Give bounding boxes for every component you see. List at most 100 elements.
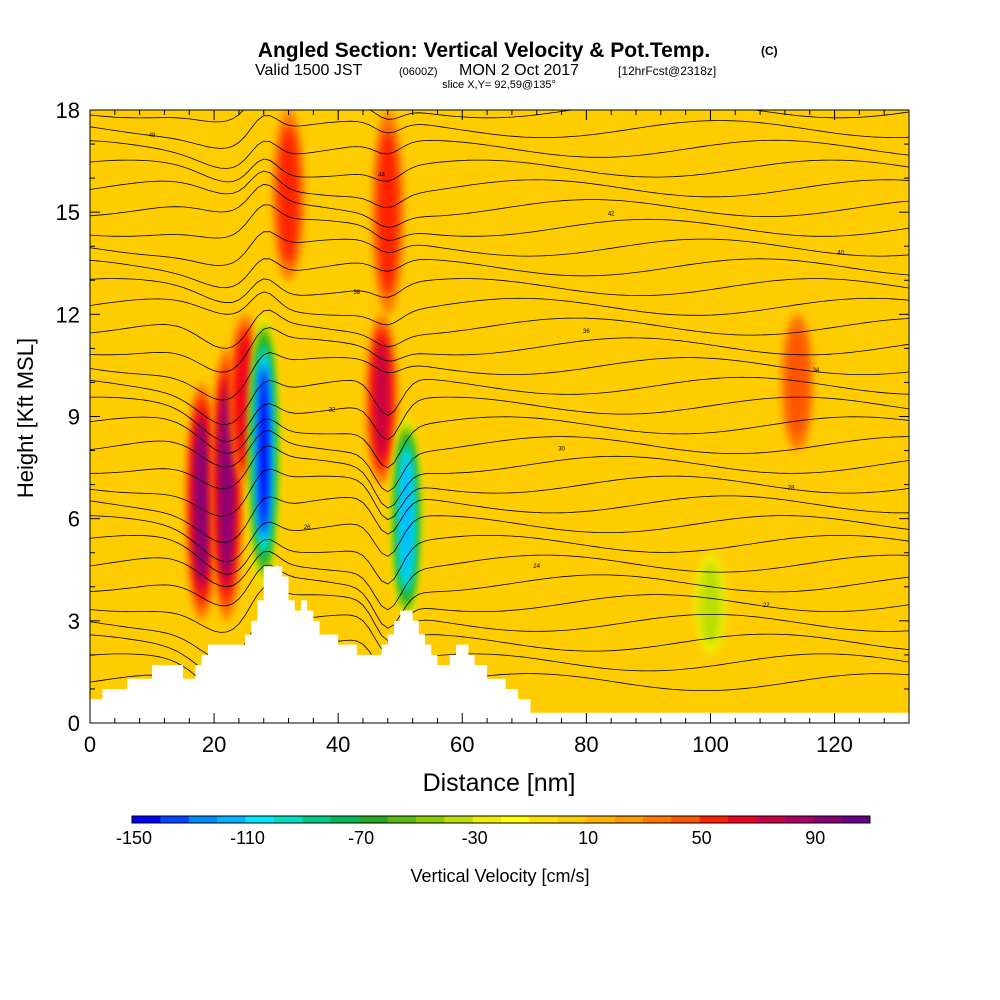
theta-contour: [90, 551, 909, 611]
theta-contour: [90, 327, 909, 373]
velocity-cell: [373, 338, 390, 461]
theta-contour-label: 32: [329, 407, 336, 413]
colorbar-swatch: [756, 816, 786, 823]
colorbar-swatch: [813, 816, 842, 823]
theta-contour-label: 40: [837, 251, 844, 257]
colorbar-label: Vertical Velocity [cm/s]: [410, 866, 589, 886]
colorbar-tick-label: -150: [116, 828, 152, 848]
theta-contour-label: 24: [533, 564, 540, 570]
colorbar-swatch: [784, 816, 814, 823]
x-tick-label: 20: [202, 732, 226, 757]
theta-contour-label: 38: [353, 290, 360, 296]
colorbar-frame: [131, 815, 871, 824]
theta-contour: [90, 352, 909, 401]
theta-contour: [90, 139, 909, 169]
colorbar-swatch: [728, 816, 757, 823]
terrain: [90, 566, 909, 723]
theta-contour: [90, 468, 909, 521]
colorbar-swatch: [699, 816, 729, 823]
x-tick-label: 120: [816, 732, 853, 757]
subtitle-forecast: [12hrFcst@2318z]: [618, 64, 716, 78]
velocity-cell: [278, 127, 299, 264]
x-tick-label: 80: [574, 732, 598, 757]
theta-contour: [90, 204, 909, 241]
theta-contour-label: 26: [304, 525, 311, 531]
colorbar-swatch: [501, 816, 530, 823]
y-tick-label: 12: [56, 302, 80, 327]
colorbar-swatch: [614, 816, 644, 823]
theta-contour: [90, 309, 909, 349]
theta-contour-label: 36: [583, 329, 590, 335]
colorbar-tick-label: 50: [692, 828, 712, 848]
x-tick-label: 100: [692, 732, 729, 757]
theta-contour-label: 44: [378, 172, 385, 178]
theta-contour-label: 42: [608, 212, 615, 218]
colorbar-swatch: [671, 816, 700, 823]
colorbar-swatch: [472, 816, 502, 823]
theta-contour-label: 30: [558, 447, 565, 453]
y-axis-label: Height [Kft MSL]: [13, 338, 38, 498]
vertical-velocity-field: [90, 110, 909, 723]
colorbar-tick-label: 10: [578, 828, 598, 848]
colorbar-swatch: [841, 816, 871, 823]
theta-contour: [90, 430, 909, 493]
velocity-cell: [219, 393, 234, 576]
colorbar-swatch: [302, 816, 331, 823]
subtitle-valid-date: MON 2 Oct 2017: [459, 62, 579, 79]
potential-temperature-contours: 4844424038363432302826242220: [90, 110, 909, 723]
theta-contour-label: 28: [788, 486, 795, 492]
subtitle-slice: slice X,Y= 92,59@135°: [442, 79, 556, 91]
velocity-cell: [401, 455, 412, 582]
velocity-cell: [700, 562, 721, 645]
theta-contour: [90, 258, 909, 289]
y-tick-label: 18: [56, 98, 80, 123]
title-main-suffix: (C): [761, 44, 778, 58]
subtitle-valid: Valid 1500 JST (0600Z) MON 2 Oct 2017 [1…: [255, 62, 716, 79]
title-main: Angled Section: Vertical Velocity & Pot.…: [258, 39, 710, 62]
theta-contour-label: 22: [763, 603, 770, 609]
theta-contour-label: 34: [813, 368, 820, 374]
velocity-cell: [258, 368, 269, 533]
theta-contour-label: 48: [149, 133, 156, 139]
x-tick-label: 60: [450, 732, 474, 757]
colorbar-swatch: [586, 816, 615, 823]
theta-contour: [90, 534, 909, 585]
colorbar-swatch: [132, 816, 161, 823]
x-axis: 0 20 40 60 80 100 120: [84, 110, 910, 757]
x-axis-label: Distance [nm]: [423, 769, 576, 797]
theta-contour: [90, 158, 909, 183]
colorbar-swatch: [444, 816, 473, 823]
x-tick-label: 40: [326, 732, 350, 757]
theta-contour: [90, 110, 909, 123]
colorbar: -150 -110 -70 -30 10 50 90: [116, 815, 871, 848]
velocity-cell: [787, 327, 808, 437]
theta-contour: [90, 396, 909, 443]
colorbar-swatch: [415, 816, 445, 823]
colorbar-swatch: [642, 816, 672, 823]
colorbar-swatch: [557, 816, 587, 823]
colorbar-swatch: [273, 816, 303, 823]
theta-contour: [90, 278, 909, 304]
y-tick-label: 6: [68, 507, 80, 532]
colorbar-swatch: [245, 816, 275, 823]
chart-title: Angled Section: Vertical Velocity & Pot.…: [255, 39, 778, 91]
subtitle-valid-prefix: Valid 1500 JST: [255, 62, 363, 79]
theta-contour: [90, 445, 909, 509]
theta-contour: [90, 495, 909, 543]
theta-contour: [90, 564, 909, 629]
plot-area: 4844424038363432302826242220: [90, 110, 909, 723]
y-tick-label: 3: [68, 609, 80, 634]
theta-contour: [90, 376, 909, 425]
subtitle-valid-zulu: (0600Z): [399, 66, 438, 78]
colorbar-swatch: [387, 816, 417, 823]
colorbar-tick-label: -70: [348, 828, 374, 848]
velocity-cell: [195, 422, 209, 582]
colorbar-tick-label: -110: [230, 828, 265, 848]
theta-contour: [90, 115, 909, 149]
colorbar-tick-label: -30: [462, 828, 488, 848]
colorbar-swatch: [188, 816, 218, 823]
colorbar-swatch: [359, 816, 388, 823]
theta-contour: [90, 416, 909, 469]
theta-contour: [90, 291, 909, 326]
